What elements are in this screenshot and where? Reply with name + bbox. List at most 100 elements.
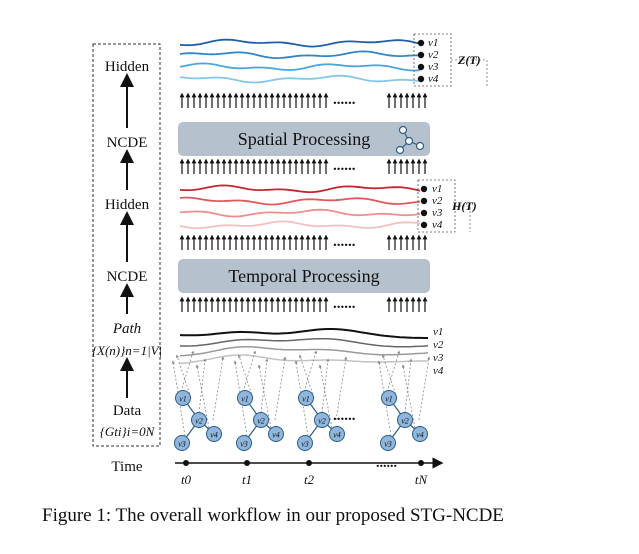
curve-1 [179,38,421,48]
curve-end-dot-2 [420,197,428,205]
graph-2-node-3 [236,435,252,451]
graph-1-node-label-3: v3 [178,440,186,449]
arrow-row-2 [179,158,428,174]
curve-end-dot-1 [420,185,428,193]
curve-3 [179,208,421,218]
graph-4-node-2 [397,412,413,428]
temporal-processing-label: Temporal Processing [228,266,379,286]
curve-end-dot-2 [417,51,425,59]
dashed-arrow-19 [386,350,401,393]
dashed-arrow-13 [303,350,318,393]
z-node-v2: v2 [428,49,439,61]
dashed-arrow-9 [260,358,269,414]
path-curves [179,328,429,365]
curve-1 [179,184,421,193]
path-node-v1: v1 [433,326,443,338]
path-node-labels: v1 v2 v3 v4 [433,326,444,377]
graph-3-node-2 [314,412,330,428]
graph-network-icon [395,125,425,155]
graph-3-node-label-2: v2 [318,417,326,426]
graph-snapshots: v1 v2 v3 v4 v1 v2 v3 v4 v1 v2 v3 v4 v1 v2 v3 v4 [174,390,428,451]
path-curve-3 [179,345,429,357]
h-output-label: H(T) [451,199,477,213]
dashed-arrow-16 [318,364,333,429]
graph-3-node-1 [298,390,314,406]
h-node-v2: v2 [432,195,443,207]
graph-1-node-2 [191,412,207,428]
z-node-column: v1 v2 v3 v4 Z(T) [413,33,488,88]
path-curve-1 [179,328,428,339]
graph-4-node-1 [381,390,397,406]
curve-4 [179,220,421,230]
ellipsis-2: ...... [333,158,356,174]
ncde-top-label: NCDE [107,135,148,151]
dashed-arrow-18 [335,356,348,421]
dashed-arrow-4 [195,364,210,429]
graph-4-node-3 [380,435,396,451]
curve-end-dot-1 [417,39,425,47]
graph-1-node-4 [206,426,222,442]
curve-4 [179,74,421,84]
curve-2 [179,196,421,206]
arrow-row-1 [179,92,428,108]
time-t0: t0 [181,472,192,487]
dashed-arrow-2 [175,354,192,399]
time-t1: t1 [242,472,252,487]
curve-end-dot-3 [417,63,425,71]
graph-2-node-label-3: v3 [240,440,248,449]
left-pipeline: Hidden NCDE Hidden NCDE Path {X(n)}n=1|V… [92,43,162,475]
graph-4-node-label-2: v2 [401,417,409,426]
z-output-label: Z(T) [457,53,481,67]
path-label: Path [112,321,141,337]
dashed-arrow-22 [401,364,416,429]
arrow-row-4 [179,296,428,312]
graph-1-node-label-2: v2 [195,417,203,426]
dashed-arrow-15 [321,358,330,414]
ellipsis-4: ...... [333,296,356,312]
dashed-arrow-1 [180,350,195,393]
time-tN: tN [415,472,429,487]
spatial-hidden-curves [179,38,425,84]
graph-3-node-label-1: v1 [302,395,310,404]
dashed-arrow-10 [257,364,272,429]
arrow-row-3 [179,234,428,250]
path-curve-2 [180,337,429,348]
graph-4-node-label-1: v1 [385,395,393,404]
ellipsis-3: ...... [333,234,356,250]
timeline: ...... t0 t1 t2 tN [175,456,444,487]
hidden-mid-label: Hidden [105,197,150,213]
z-node-v1: v1 [428,37,438,49]
path-node-v3: v3 [433,352,444,364]
dashed-arrow-8 [237,354,254,399]
timeline-ellipsis: ...... [376,456,397,471]
path-node-v4: v4 [433,365,444,377]
curve-end-dot-4 [417,75,425,83]
graph-2-node-label-2: v2 [257,417,265,426]
h-node-v3: v3 [432,207,443,219]
graph-3-node-4 [329,426,345,442]
graph-2-node-label-4: v4 [272,431,280,440]
graph-2-node-2 [253,412,269,428]
graph-4-node-4 [412,426,428,442]
time-t2: t2 [304,472,315,487]
path-node-v2: v2 [433,339,444,351]
graph-2-node-label-1: v1 [241,395,249,404]
spatial-processing-label: Spatial Processing [238,129,371,149]
graph-1-node-3 [174,435,190,451]
graph-1-node-label-4: v4 [210,431,218,440]
spatial-processing-block: Spatial Processing [178,122,430,156]
ncde-bottom-label: NCDE [107,269,148,285]
dashed-arrow-3 [198,358,207,414]
ellipsis-1: ...... [333,92,356,108]
temporal-processing-block: Temporal Processing [178,259,430,293]
dashed-arrow-6 [212,356,225,421]
path-curve-4 [179,354,428,365]
temporal-hidden-curves [179,184,428,230]
dashed-arrow-24 [418,356,431,421]
ellipsis-5: ...... [333,408,356,424]
graph-4-node-label-4: v4 [416,431,424,440]
dashed-arrow-12 [274,356,287,421]
time-label: Time [111,459,142,475]
dashed-arrow-21 [404,358,413,414]
figure-caption: Figure 1: The overall workflow in our pr… [42,505,504,526]
